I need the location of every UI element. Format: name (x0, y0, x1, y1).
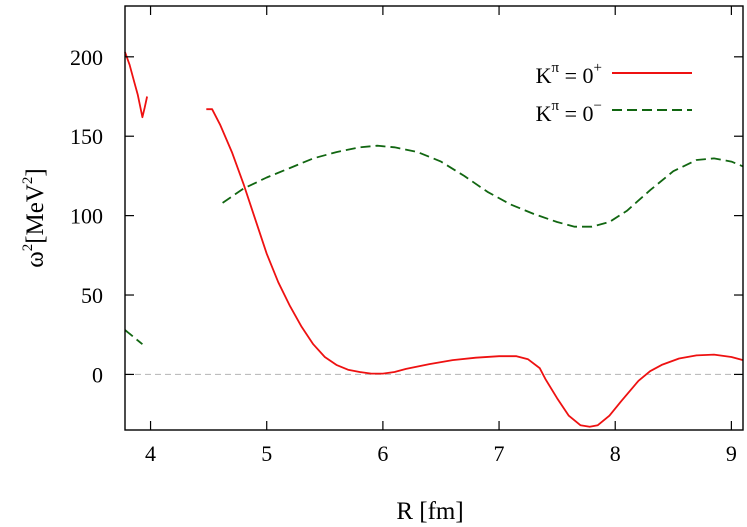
y-tick-label: 200 (70, 45, 103, 70)
series-0-segment-0 (124, 51, 148, 119)
legend-label-1: Kπ = 0− (536, 98, 602, 126)
series-1-segment-1 (222, 144, 744, 228)
y-axis-label-unit-post: ] (22, 168, 49, 176)
ticks-layer: 4 5 6 7 8 9 0 50 100 150 200 (70, 6, 743, 466)
x-tick-label: 5 (261, 441, 272, 466)
legend: Kπ = 0+ Kπ = 0− (536, 60, 692, 126)
x-tick-label: 9 (726, 441, 737, 466)
x-axis-label: R [fm] (396, 498, 463, 525)
y-tick-label: 0 (92, 362, 103, 387)
legend-label-0: Kπ = 0+ (536, 60, 602, 88)
x-tick-label: 8 (610, 441, 621, 466)
series-1-segment-0 (124, 329, 143, 345)
y-axis-label-unit-pre: [MeV (22, 184, 49, 244)
y-axis-label-exp: 2 (20, 244, 36, 252)
x-tick-label: 7 (494, 441, 505, 466)
y-tick-label: 100 (70, 204, 103, 229)
y-tick-label: 50 (81, 283, 103, 308)
plot-frame (124, 5, 744, 431)
y-axis-label-base: ω (22, 251, 49, 267)
y-tick-label: 150 (70, 124, 103, 149)
y-axis-label: ω2[MeV2] (20, 168, 49, 268)
x-tick-label: 4 (145, 441, 156, 466)
plot-layer (124, 51, 744, 428)
x-tick-label: 6 (377, 441, 388, 466)
series-0-segment-1 (206, 108, 744, 428)
y-axis-label-unit-exp: 2 (20, 177, 36, 185)
